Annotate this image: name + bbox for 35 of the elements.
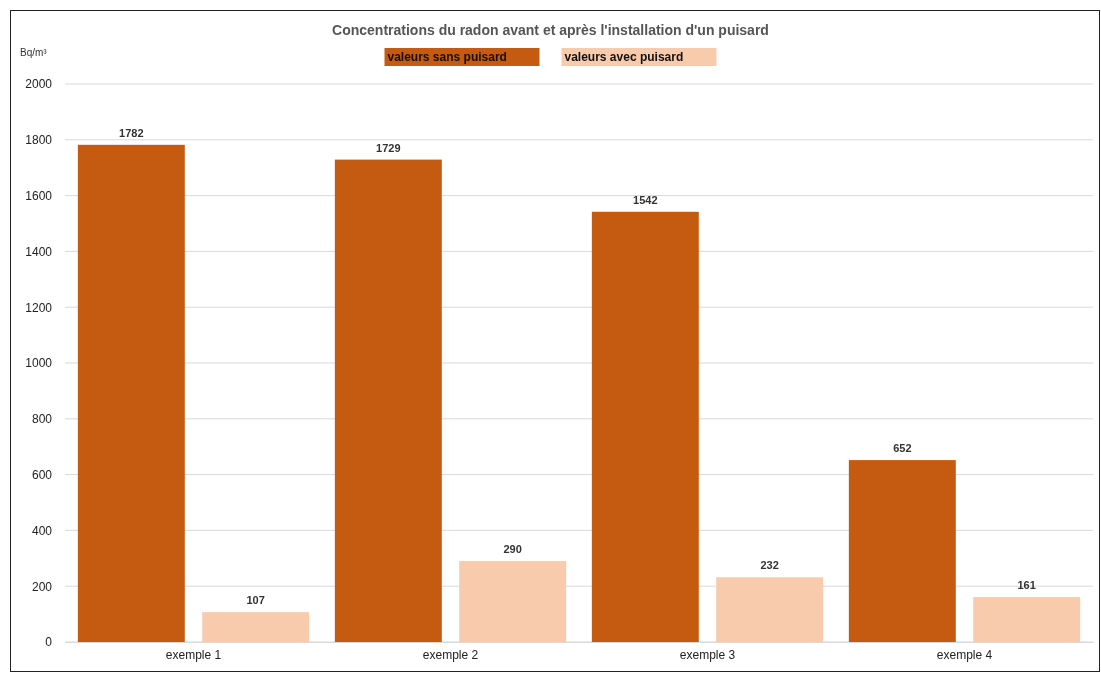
data-label: 161 [1017, 579, 1036, 592]
x-tick-label: exemple 1 [165, 648, 222, 663]
data-label: 107 [246, 594, 265, 607]
data-label: 290 [503, 543, 522, 556]
bar [973, 597, 1081, 642]
x-tick-label: exemple 2 [422, 648, 479, 663]
text: valeurs sans puisard [387, 50, 507, 64]
y-tick-label: 1000 [25, 356, 53, 371]
y-tick-label: 1800 [25, 133, 53, 148]
y-tick-label: 1200 [25, 300, 53, 315]
data-label: 1542 [633, 193, 658, 206]
y-axis-title: Bq/m³ [20, 47, 48, 58]
bar [848, 460, 956, 642]
chart-title: Concentrations du radon avant et après l'installation d'un puisard [332, 22, 769, 38]
y-tick-label: 200 [31, 579, 53, 594]
bar [716, 577, 824, 642]
bar [202, 612, 310, 642]
x-tick-label: exemple 3 [679, 648, 736, 663]
data-label: 1729 [376, 141, 401, 154]
x-tick-label: exemple 4 [936, 648, 993, 663]
y-tick-label: 2000 [25, 77, 53, 92]
data-label: 232 [760, 559, 779, 572]
y-tick-label: 600 [31, 467, 53, 482]
bar [591, 211, 699, 642]
y-tick-label: 1600 [25, 188, 53, 203]
bar [459, 561, 567, 642]
y-tick-label: 0 [45, 635, 53, 650]
data-label: 1782 [119, 126, 144, 139]
bar [334, 159, 442, 642]
y-tick-label: 800 [31, 412, 53, 427]
text: valeurs avec puisard [564, 50, 684, 64]
data-label: 652 [893, 442, 912, 455]
y-tick-label: 400 [31, 523, 53, 538]
y-tick-label: 1400 [25, 244, 53, 259]
bar [77, 144, 185, 642]
